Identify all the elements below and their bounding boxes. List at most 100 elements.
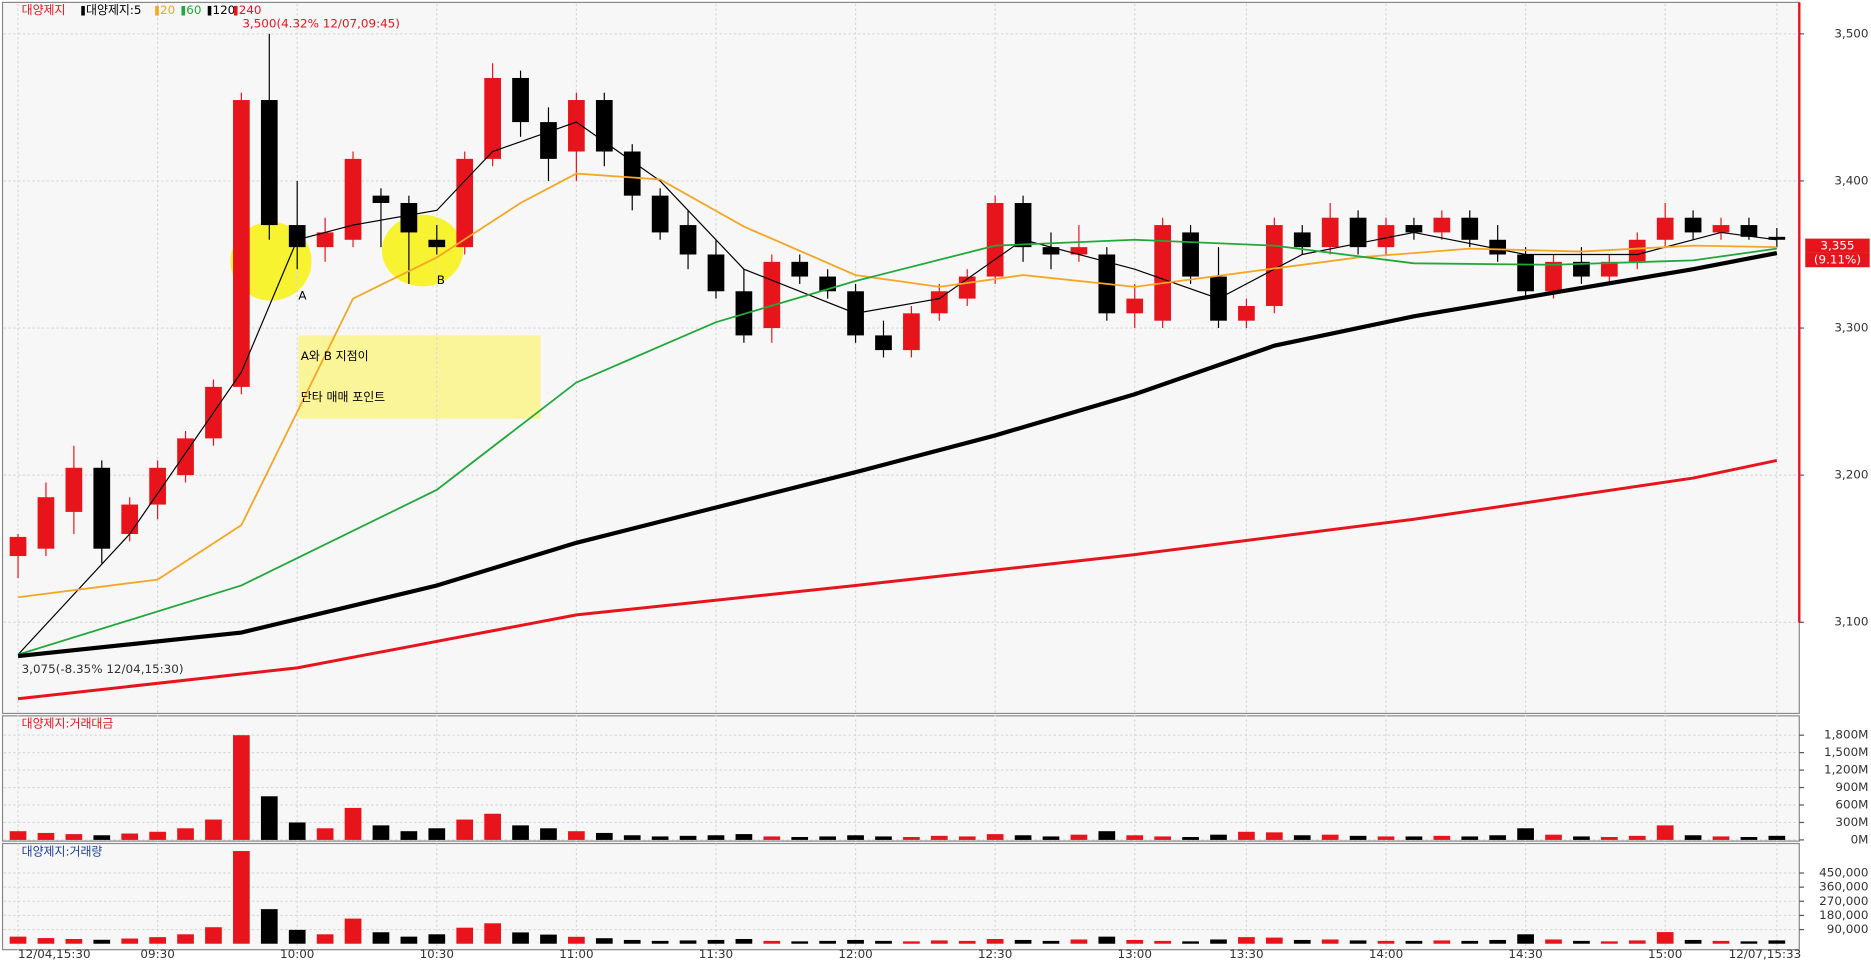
volume-bar: [875, 940, 892, 944]
volume-bar: [1712, 836, 1730, 840]
legend-swatch: [233, 5, 238, 16]
candle-body: [428, 239, 446, 248]
price-badge: [1805, 238, 1870, 253]
volume-bar: [37, 832, 55, 840]
ma-line: [17, 172, 1777, 599]
volume-bar: [1461, 836, 1479, 840]
volume-bar: [9, 831, 27, 840]
candle-body: [37, 497, 55, 549]
candle-body: [121, 504, 139, 534]
volume-bar: [1573, 940, 1590, 944]
volume-bar: [1740, 837, 1758, 840]
candle-body: [1740, 225, 1758, 237]
volume-bar: [1600, 837, 1618, 840]
volume-bar: [1405, 836, 1423, 840]
volume-bar: [540, 934, 557, 944]
volume-bar: [1182, 941, 1199, 944]
volume-bar: [177, 934, 194, 944]
candle-body: [791, 261, 809, 277]
volume-bar: [400, 831, 418, 840]
volume-bar: [930, 835, 948, 840]
candle-body: [260, 100, 278, 226]
volume-bar: [1210, 834, 1227, 840]
volume-bar: [847, 835, 864, 840]
x-tick-label: 11:30: [699, 947, 733, 961]
x-tick-label: 10:30: [420, 947, 454, 961]
volume-bar: [1545, 939, 1562, 944]
volume-bar: [1154, 940, 1172, 944]
candle-body: [1182, 232, 1199, 277]
volume-bar: [707, 939, 725, 944]
candle-body: [651, 195, 669, 233]
legend-entry: 대양제지:5: [86, 3, 141, 17]
volume-bar: [1628, 835, 1646, 840]
volume-bar: [512, 825, 529, 840]
volume-bar: [1098, 936, 1116, 944]
volume-bar: [1712, 940, 1730, 944]
volume-bar: [819, 836, 836, 840]
volume-bar: [1377, 940, 1395, 944]
volume-bar: [65, 939, 83, 944]
volume-bar: [819, 940, 836, 944]
volume-bar: [1433, 835, 1451, 840]
y-tick-label: 0M: [1851, 832, 1869, 846]
y-tick-label: 3,200: [1834, 468, 1868, 482]
volume-bar: [9, 936, 27, 944]
volume-bar: [707, 835, 725, 840]
volume-bar: [1154, 836, 1172, 840]
volume-bar: [1182, 837, 1199, 840]
legend-entry: 120: [213, 3, 236, 17]
candle-body: [1628, 239, 1646, 262]
volume-bar: [1545, 834, 1562, 840]
x-tick-label: 12:30: [978, 947, 1012, 961]
volume-bar: [651, 940, 669, 944]
plot-layer: 3,100 3,200 3,300 3,400 3,500 12/04,15:30 09:3…: [3, 3, 1870, 961]
legend-swatch: [155, 5, 159, 16]
volume-bar: [1042, 940, 1060, 944]
volume-bar: [372, 932, 390, 944]
volume-bar: [288, 929, 306, 944]
volume-bar: [1126, 835, 1144, 840]
volume-bar: [1070, 939, 1088, 944]
candle-body: [1126, 298, 1144, 314]
volume-bar: [847, 939, 864, 944]
volume-bar: [1293, 835, 1311, 840]
y-tick-label: 270,000: [1819, 894, 1868, 908]
candle-body: [1293, 232, 1311, 248]
annotation: A와 B 지점이: [301, 349, 369, 363]
volume-bar: [233, 735, 250, 840]
volume-bar: [1628, 940, 1646, 944]
volume-bar: [316, 934, 334, 944]
volume-bar: [93, 939, 111, 944]
volume-bar: [1070, 834, 1088, 840]
volume-bar: [986, 834, 1004, 840]
candle-body: [1573, 261, 1590, 277]
volume-bar: [1489, 835, 1507, 840]
y-tick-label: 360,000: [1819, 880, 1868, 894]
volume-bar: [1768, 835, 1786, 840]
volume-bar: [344, 807, 362, 840]
volume-bar: [205, 819, 222, 840]
candle-body: [595, 100, 613, 152]
candle-body: [1600, 261, 1618, 277]
volume-bar: [1433, 940, 1451, 944]
x-tick-label: 12:00: [838, 947, 872, 961]
annotation: 3,500(4.32% 12/07,09:45): [242, 16, 400, 30]
volume-bar: [679, 940, 697, 944]
volume-value-panel: [1, 715, 1800, 842]
candle-body: [986, 203, 1004, 277]
volume-bar: [400, 936, 418, 944]
annotation: 단타 매매 포인트: [301, 390, 385, 404]
volume-bar: [1377, 836, 1395, 840]
volume-bar: [1098, 831, 1116, 840]
y-tick-label: 3,400: [1834, 173, 1868, 187]
volume-bar: [428, 828, 446, 840]
x-tick-label: 11:00: [559, 947, 593, 961]
volume-bar: [484, 923, 501, 944]
legend-swatch: [81, 5, 85, 16]
volume-bar: [735, 834, 753, 840]
x-tick-label: 14:00: [1369, 947, 1403, 961]
candle-body: [1489, 239, 1507, 255]
volume-bar: [958, 836, 976, 840]
candle-body: [93, 467, 111, 549]
